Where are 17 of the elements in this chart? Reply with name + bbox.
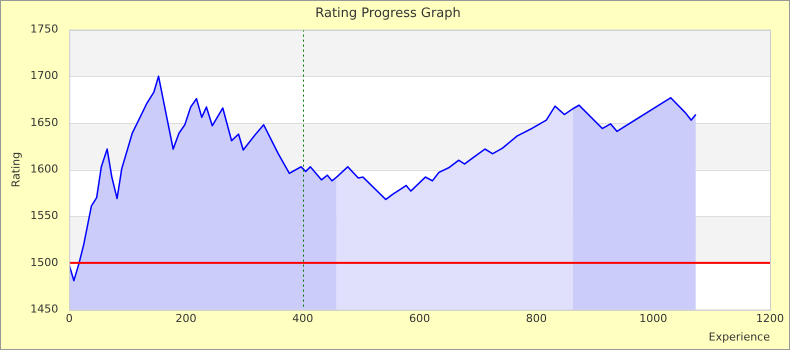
y-tick-label: 1550	[30, 209, 58, 222]
y-tick-label: 1750	[30, 22, 58, 36]
y-tick-label: 1450	[30, 302, 58, 316]
x-tick-label: 0	[66, 312, 73, 326]
x-tick-label: 200	[175, 312, 196, 326]
x-tick-label: 800	[526, 312, 547, 326]
y-tick-label: 1500	[30, 256, 58, 269]
x-tick-label: 600	[409, 312, 430, 326]
y-tick-label: 1700	[30, 69, 58, 82]
y-tick-label: 1600	[30, 162, 58, 176]
x-tick-label: 1200	[756, 312, 784, 326]
y-tick-label: 1650	[30, 116, 58, 129]
x-tick-label: 400	[292, 312, 314, 326]
chart-title: Rating Progress Graph	[315, 6, 461, 22]
y-axis-title: Rating	[9, 152, 22, 188]
x-axis-title: Experience	[708, 330, 770, 344]
x-tick-label: 1000	[639, 312, 668, 326]
